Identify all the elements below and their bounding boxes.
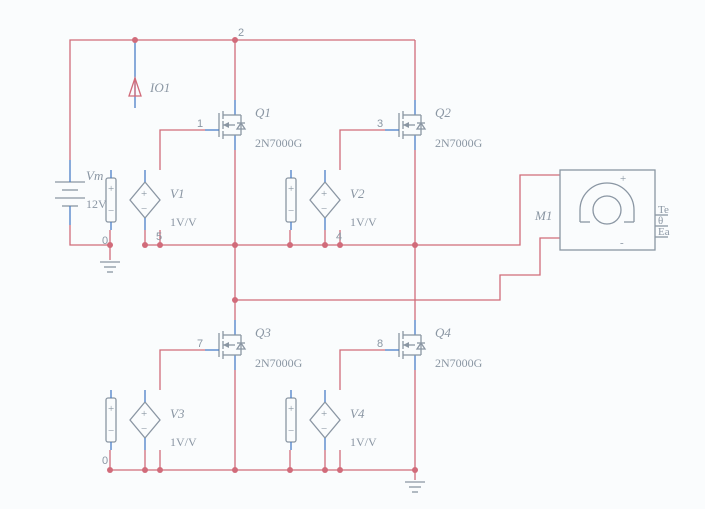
mosfet-gate-net: 1 [197, 118, 203, 130]
motor-pin: Ea [658, 226, 670, 238]
svg-text:−: − [321, 203, 327, 215]
svg-text:+: + [141, 188, 147, 200]
mosfet-name: Q3 [255, 325, 271, 340]
mosfet-gate-net: 7 [197, 338, 203, 350]
svg-text:+: + [108, 403, 114, 415]
schematic-canvas: Vm 12V IO1 2 [0, 0, 705, 509]
svg-text:−: − [141, 203, 147, 215]
svg-text:+: + [321, 408, 327, 420]
mosfet-model: 2N7000G [255, 356, 303, 370]
svg-text:+: + [288, 183, 294, 195]
motor-name: M1 [534, 208, 552, 223]
vcvs-gain: 1V/V [350, 435, 377, 449]
probe-label: IO1 [149, 80, 170, 95]
vcvs-outnet: 4 [336, 231, 342, 243]
vcvs-name: V1 [170, 186, 184, 201]
svg-text:−: − [141, 423, 147, 435]
vcvs-gain: 1V/V [170, 215, 197, 229]
svg-text:−: − [288, 425, 294, 437]
ground-icon [405, 482, 425, 492]
svg-text:-: - [620, 237, 624, 249]
mosfet-q3: Q3 2N7000G 7 [197, 320, 303, 370]
mosfet-name: Q1 [255, 105, 271, 120]
svg-text:+: + [620, 173, 626, 185]
mosfet-name: Q4 [435, 325, 451, 340]
ground-icon [100, 262, 120, 272]
vcvs-v2: + − + − V2 1V/V 4 [286, 170, 377, 243]
svg-text:−: − [108, 205, 114, 217]
junction-nodes [107, 37, 418, 473]
vcvs-name: V4 [350, 406, 365, 421]
mosfet-q2: Q2 2N7000G 3 [377, 100, 483, 150]
vcvs-v4: + − + − V4 1V/V [286, 390, 377, 450]
mosfet-q1: Q1 2N7000G 1 [197, 100, 303, 150]
vcvs-outnet: 5 [156, 231, 162, 243]
mosfet-model: 2N7000G [255, 136, 303, 150]
svg-text:+: + [108, 183, 114, 195]
svg-text:−: − [108, 425, 114, 437]
mosfet-model: 2N7000G [435, 136, 483, 150]
voltage-source-vm: Vm 12V [55, 160, 107, 225]
vcvs-ref: 0 [102, 455, 108, 467]
svg-text:−: − [288, 205, 294, 217]
svg-text:+: + [141, 408, 147, 420]
vcvs-name: V3 [170, 406, 185, 421]
svg-text:+: + [321, 188, 327, 200]
mosfet-gate-net: 8 [377, 338, 383, 350]
mosfet-q4: Q4 2N7000G 8 [377, 320, 483, 370]
svg-text:−: − [321, 423, 327, 435]
mosfet-model: 2N7000G [435, 356, 483, 370]
net-label-2: 2 [238, 27, 244, 39]
vm-name-label: Vm [86, 168, 103, 183]
mosfet-name: Q2 [435, 105, 451, 120]
vcvs-v3: + − + − V3 1V/V 0 [102, 390, 197, 467]
svg-text:+: + [288, 403, 294, 415]
mosfet-gate-net: 3 [377, 118, 383, 130]
vcvs-v1: + − + − V1 1V/V 0 5 [102, 170, 197, 247]
vcvs-name: V2 [350, 186, 365, 201]
probe-io1: IO1 [129, 37, 170, 108]
vcvs-gain: 1V/V [350, 215, 377, 229]
vm-value-label: 12V [86, 197, 107, 211]
vcvs-gain: 1V/V [170, 435, 197, 449]
vcvs-ref: 0 [102, 235, 108, 247]
